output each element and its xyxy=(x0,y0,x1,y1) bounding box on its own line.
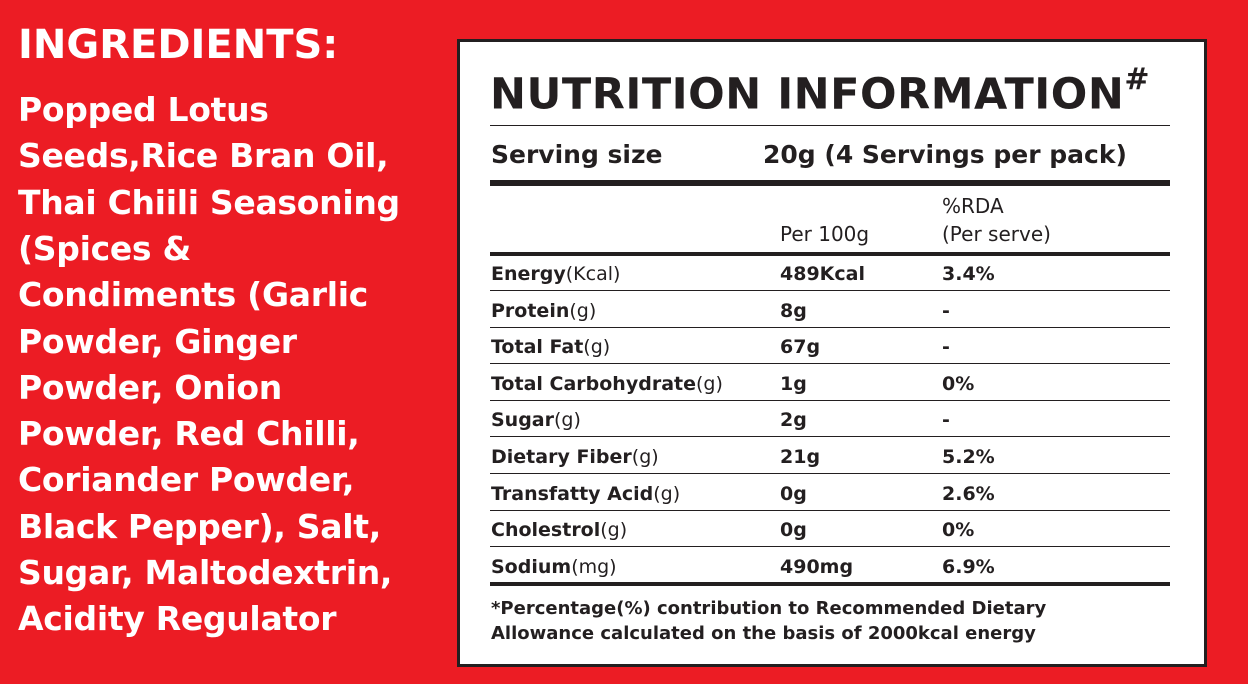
nutrient-name: Cholestrol(g) xyxy=(491,519,627,541)
ingredient-line: Acidity Regulator xyxy=(18,599,337,639)
nutrient-name: Energy(Kcal) xyxy=(491,263,620,285)
nutrient-unit: (g) xyxy=(554,409,581,432)
nutrient-name: Total Fat(g) xyxy=(491,336,610,358)
serving-label: Serving size xyxy=(491,140,663,169)
per-100g: 0g xyxy=(780,482,807,505)
ingredient-line: Seeds,Rice Bran Oil, xyxy=(18,136,389,176)
row-rule xyxy=(490,509,1170,511)
header-rda: %RDA xyxy=(942,194,1004,218)
nutrient-unit: (mg) xyxy=(571,555,617,578)
rda: 2.6% xyxy=(942,482,995,505)
nutrient-name: Sodium(mg) xyxy=(491,556,617,578)
serving-value: 20g (4 Servings per pack) xyxy=(763,140,1127,169)
nutrient-label: Transfatty Acid xyxy=(491,482,654,505)
row-rule xyxy=(490,326,1170,328)
nutrient-name: Transfatty Acid(g) xyxy=(491,483,680,505)
row-rule xyxy=(490,546,1170,548)
nutrient-label: Total Carbohydrate xyxy=(491,372,696,395)
nutrition-title: NUTRITION INFORMATION# xyxy=(490,62,1150,120)
ingredient-line: Powder, Red Chilli, xyxy=(18,414,360,454)
rda: - xyxy=(942,409,950,432)
rda: 5.2% xyxy=(942,446,995,468)
rda: 0% xyxy=(942,519,975,542)
rda: 3.4% xyxy=(942,263,995,285)
nutrient-unit: (g) xyxy=(583,336,611,359)
nutrient-label: Sugar xyxy=(491,409,555,432)
title-mark: # xyxy=(1124,62,1150,97)
ingredient-line: Thai Chiili Seasoning xyxy=(18,182,400,222)
rule xyxy=(490,582,1170,586)
nutrient-label: Dietary Fiber xyxy=(491,446,632,468)
rda: - xyxy=(942,299,950,322)
nutrient-label: Cholestrol xyxy=(491,519,601,542)
per-100g: 21g xyxy=(780,446,821,468)
rule xyxy=(490,125,1170,126)
ingredient-line: Black Pepper), Salt, xyxy=(18,506,381,546)
ingredient-line: (Spices & xyxy=(18,228,191,268)
rda: 6.9% xyxy=(942,555,995,578)
nutrient-name: Total Carbohydrate(g) xyxy=(491,373,723,395)
header-rda-sub: (Per serve) xyxy=(942,222,1051,246)
nutrient-unit: (g) xyxy=(600,519,628,542)
ingredient-line: Condiments (Garlic xyxy=(18,275,368,315)
title-text: NUTRITION INFORMATION xyxy=(490,69,1125,120)
nutrient-label: Energy xyxy=(491,263,566,285)
per-100g: 490mg xyxy=(780,555,854,578)
nutrient-label: Sodium xyxy=(491,555,572,578)
nutrient-label: Total Fat xyxy=(491,336,584,359)
row-rule xyxy=(490,290,1170,291)
nutrient-unit: (g) xyxy=(631,446,659,468)
nutrient-name: Sugar(g) xyxy=(491,409,581,431)
nutrient-unit: (Kcal) xyxy=(565,263,621,285)
nutrient-unit: (g) xyxy=(653,482,681,505)
row-rule xyxy=(490,473,1170,474)
per-100g: 67g xyxy=(780,336,821,359)
per-100g: 489Kcal xyxy=(780,263,865,285)
ingredient-line: Sugar, Maltodextrin, xyxy=(18,553,393,592)
per-100g: 2g xyxy=(780,409,807,432)
header-per100: Per 100g xyxy=(780,222,870,246)
row-rule xyxy=(490,363,1170,365)
rule xyxy=(490,252,1170,256)
ingredient-line: Powder, Ginger xyxy=(18,321,297,361)
nutrient-unit: (g) xyxy=(695,372,723,395)
row-rule xyxy=(490,399,1170,401)
footnote: Allowance calculated on the basis of 200… xyxy=(491,623,1036,644)
rda: - xyxy=(942,336,950,359)
ingredient-line: Popped Lotus xyxy=(18,90,269,129)
nutrient-name: Dietary Fiber(g) xyxy=(491,446,659,468)
rda: 0% xyxy=(942,372,975,395)
per-100g: 0g xyxy=(780,519,807,542)
nutrient-unit: (g) xyxy=(569,299,597,322)
ingredient-line: Powder, Onion xyxy=(18,367,282,407)
per-100g: 1g xyxy=(780,372,807,395)
nutrition-panel xyxy=(457,39,1207,667)
nutrient-label: Protein xyxy=(491,299,570,322)
rule xyxy=(490,180,1170,186)
ingredients-title: INGREDIENTS: xyxy=(18,22,339,68)
footnote: *Percentage(%) contribution to Recommend… xyxy=(491,598,1047,619)
ingredient-line: Coriander Powder, xyxy=(18,460,355,500)
nutrient-name: Protein(g) xyxy=(491,300,596,322)
per-100g: 8g xyxy=(780,299,807,322)
row-rule xyxy=(490,436,1170,438)
